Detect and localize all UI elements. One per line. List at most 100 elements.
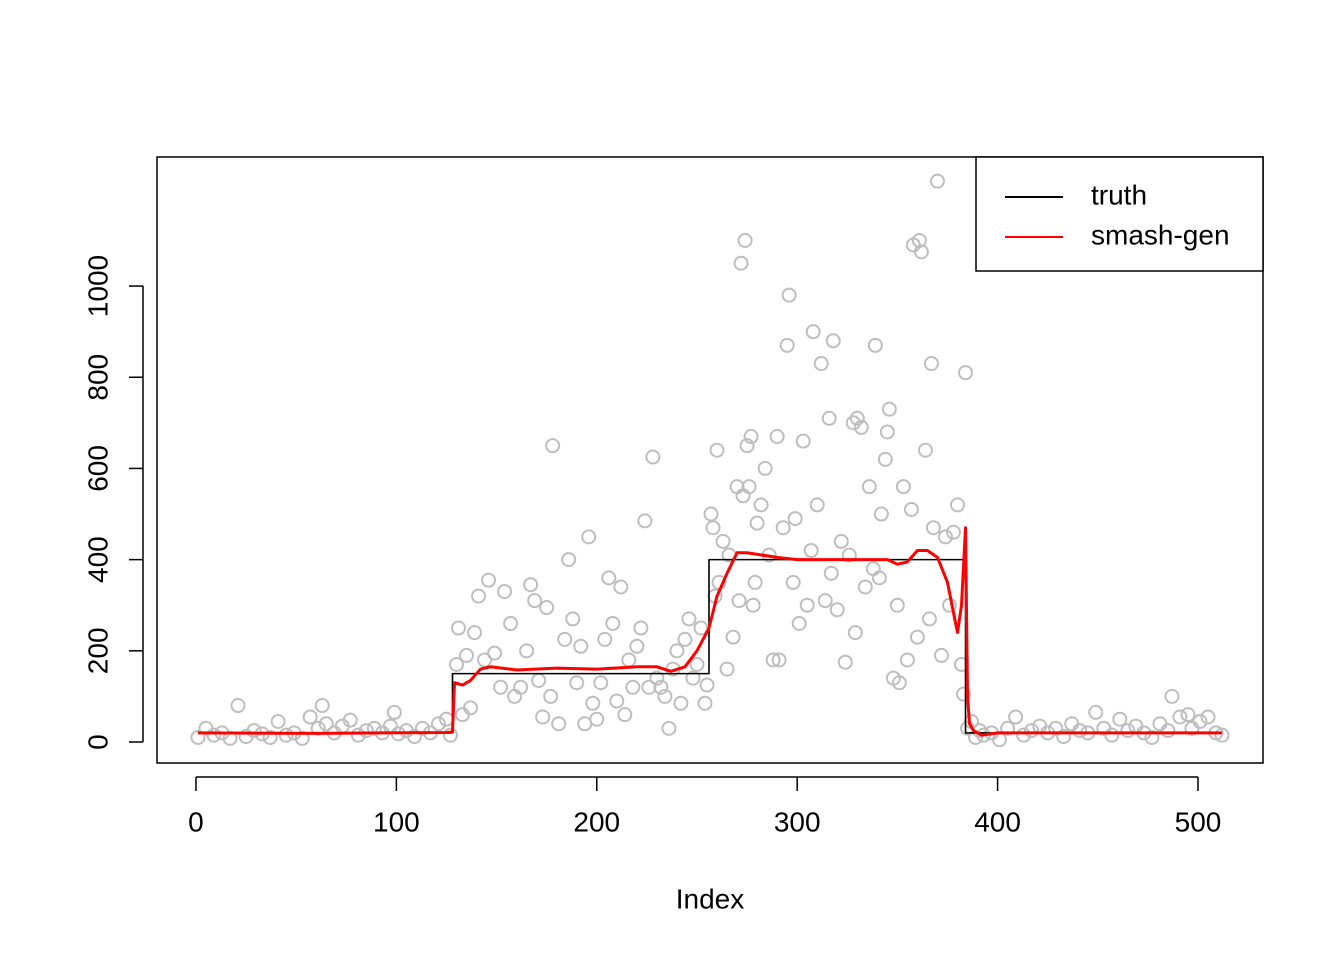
data-point <box>302 709 318 725</box>
data-point <box>637 513 653 529</box>
data-point <box>477 652 493 668</box>
data-point <box>543 688 559 704</box>
data-point <box>909 629 925 645</box>
data-point <box>1180 707 1196 723</box>
data-point <box>621 652 637 668</box>
data-point <box>230 698 246 714</box>
data-point <box>877 451 893 467</box>
data-point <box>569 675 585 691</box>
legend-box <box>975 156 1264 272</box>
data-point <box>933 647 949 663</box>
data-point <box>386 704 402 720</box>
data-point <box>847 625 863 641</box>
data-point <box>649 670 665 686</box>
data-point <box>739 438 755 454</box>
data-point <box>829 602 845 618</box>
data-point <box>825 333 841 349</box>
data-point <box>749 515 765 531</box>
data-point <box>956 686 972 702</box>
data-point <box>871 570 887 586</box>
data-point <box>857 579 873 595</box>
data-point <box>531 672 547 688</box>
data-point <box>593 675 609 691</box>
y-tick-label: 400 <box>82 536 113 583</box>
data-point <box>358 723 374 739</box>
data-point <box>747 574 763 590</box>
data-point <box>799 597 815 613</box>
data-point <box>805 324 821 340</box>
data-point <box>697 695 713 711</box>
data-point <box>950 497 966 513</box>
x-tick-label: 0 <box>188 806 204 837</box>
data-point <box>699 677 715 693</box>
data-point <box>817 593 833 609</box>
data-point <box>779 337 795 353</box>
data-point <box>589 711 605 727</box>
data-point <box>519 643 535 659</box>
data-point <box>669 643 685 659</box>
data-point <box>709 442 725 458</box>
data-point <box>1112 711 1128 727</box>
data-point <box>741 479 757 495</box>
data-point <box>861 479 877 495</box>
data-point <box>743 429 759 445</box>
data-point <box>781 287 797 303</box>
data-point <box>1048 720 1064 736</box>
series-line <box>197 526 1223 737</box>
data-point <box>1016 727 1032 743</box>
data-point <box>442 727 458 743</box>
data-point <box>262 729 278 745</box>
data-point <box>809 497 825 513</box>
data-point <box>414 720 430 736</box>
data-point <box>382 718 398 734</box>
data-point <box>867 337 883 353</box>
data-point <box>785 574 801 590</box>
data-point <box>661 720 677 736</box>
data-point <box>625 679 641 695</box>
data-point <box>1056 729 1072 745</box>
data-point <box>731 593 747 609</box>
data-point <box>278 727 294 743</box>
data-point <box>929 173 945 189</box>
data-point <box>471 588 487 604</box>
data-point <box>597 631 613 647</box>
data-point <box>513 679 529 695</box>
y-tick-label: 800 <box>82 354 113 401</box>
data-point <box>791 615 807 631</box>
data-point <box>673 695 689 711</box>
data-point <box>450 620 466 636</box>
data-point <box>771 652 787 668</box>
data-point <box>992 732 1008 748</box>
data-point <box>539 600 555 616</box>
data-point <box>1164 688 1180 704</box>
data-point <box>430 716 446 732</box>
data-point <box>913 244 929 260</box>
data-point <box>865 561 881 577</box>
data-point <box>601 570 617 586</box>
x-tick-label: 200 <box>573 806 620 837</box>
x-tick-label: 400 <box>974 806 1021 837</box>
data-point <box>889 597 905 613</box>
data-point <box>246 723 262 739</box>
data-point <box>845 415 861 431</box>
data-point <box>1160 723 1176 739</box>
y-tick-label: 1000 <box>82 255 113 317</box>
data-point <box>719 661 735 677</box>
data-point <box>753 497 769 513</box>
y-tick-label: 600 <box>82 445 113 492</box>
data-point <box>581 529 597 545</box>
data-point <box>745 597 761 613</box>
data-point <box>653 679 669 695</box>
data-point <box>467 625 483 641</box>
data-point <box>561 552 577 568</box>
data-point <box>879 424 895 440</box>
data-point <box>903 501 919 517</box>
data-point <box>1200 709 1216 725</box>
data-point <box>605 615 621 631</box>
data-point <box>448 657 464 673</box>
data-point <box>190 729 206 745</box>
data-point <box>813 356 829 372</box>
data-point <box>958 365 974 381</box>
data-point <box>937 529 953 545</box>
data-point <box>899 652 915 668</box>
